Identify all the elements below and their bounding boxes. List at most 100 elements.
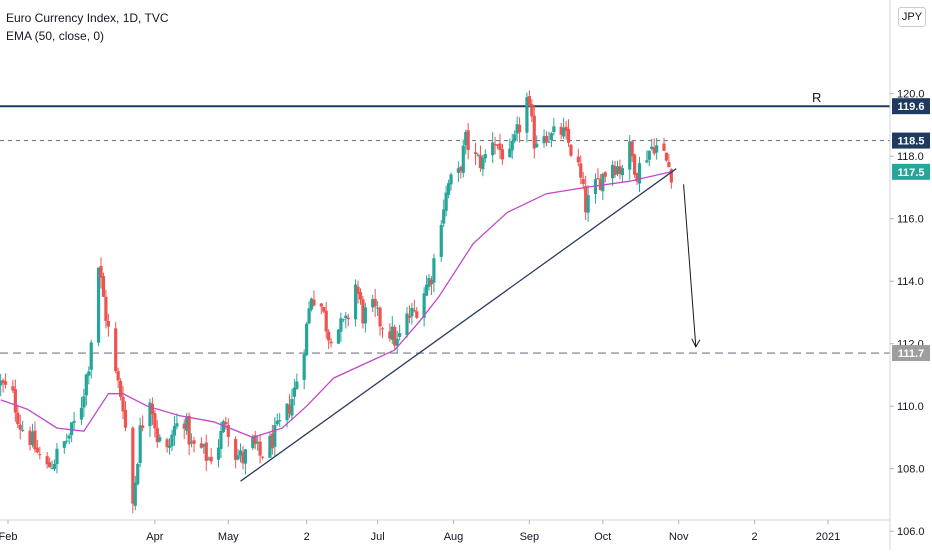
candle-body xyxy=(461,145,465,173)
candle-body xyxy=(346,317,350,320)
candle-body xyxy=(586,195,590,213)
candle-body xyxy=(275,420,279,425)
candle-body xyxy=(243,449,248,464)
candle-body xyxy=(459,166,463,172)
candle-body xyxy=(101,275,106,297)
candle-body xyxy=(30,432,35,446)
candle-body xyxy=(427,278,431,287)
candle-body xyxy=(305,323,309,356)
candle-body xyxy=(285,403,289,421)
chart-legend: Euro Currency Index, 1D, TVC EMA (50, cl… xyxy=(6,9,169,45)
candle-body xyxy=(96,267,101,343)
candle-body xyxy=(633,154,637,175)
candle-body xyxy=(544,136,549,143)
candle-body xyxy=(669,169,673,183)
candle-body xyxy=(532,115,536,149)
candle-body xyxy=(510,140,514,151)
candle-body xyxy=(476,154,480,156)
candle-body xyxy=(172,426,177,436)
candle-body xyxy=(11,386,15,391)
candle-body xyxy=(647,150,651,160)
forecast-arrow-line xyxy=(683,184,697,347)
candle-body xyxy=(508,148,512,158)
candle-body xyxy=(236,455,240,460)
currency-badge[interactable]: JPY xyxy=(898,7,926,27)
candle-body xyxy=(498,143,502,150)
candlesticks xyxy=(0,90,673,514)
candle-body xyxy=(155,428,159,443)
candle-body xyxy=(114,328,118,371)
candle-body xyxy=(637,163,642,184)
candle-body xyxy=(260,456,265,458)
candle-body xyxy=(185,417,189,431)
candle-body xyxy=(429,279,434,285)
candle-body xyxy=(13,389,17,413)
candle-body xyxy=(79,407,84,420)
candle-body xyxy=(478,155,483,169)
level-price-tag-bg xyxy=(892,98,930,115)
candle-body xyxy=(361,299,365,324)
candle-body xyxy=(118,381,123,397)
candle-body xyxy=(363,307,367,324)
candle-body xyxy=(444,192,448,211)
candle-body xyxy=(579,163,583,178)
candle-body xyxy=(562,127,566,137)
candle-body xyxy=(630,141,634,157)
candle-body xyxy=(290,399,294,416)
candle-body xyxy=(268,435,272,458)
candle-body xyxy=(165,439,169,448)
candle-body xyxy=(67,435,71,439)
candle-body xyxy=(104,296,108,321)
y-tick-label: 114.0 xyxy=(897,276,924,288)
candle-body xyxy=(662,143,666,151)
candle-body xyxy=(150,403,155,415)
candle-body xyxy=(136,463,140,485)
candle-body xyxy=(295,381,299,390)
level-price-tag-bg xyxy=(892,132,930,149)
candle-body xyxy=(99,266,103,278)
candle-body xyxy=(256,441,260,444)
candle-body xyxy=(219,430,223,449)
level-price-tag: 111.7 xyxy=(898,348,924,360)
level-price-tag: 119.6 xyxy=(898,101,925,113)
candle-body xyxy=(209,456,213,462)
candle-body xyxy=(547,141,551,143)
candle-body xyxy=(278,420,282,422)
x-tick-label: 2 xyxy=(304,531,310,543)
candle-body xyxy=(273,424,277,447)
candle-body xyxy=(216,447,221,460)
candle-body xyxy=(170,434,174,447)
candle-body xyxy=(253,435,257,445)
candle-body xyxy=(500,149,505,160)
candle-body xyxy=(141,425,145,428)
candle-body xyxy=(167,445,172,448)
candle-body xyxy=(187,415,191,445)
candle-body xyxy=(517,124,522,133)
candle-body xyxy=(339,318,343,332)
candle-body xyxy=(466,130,470,150)
candle-body xyxy=(226,425,230,437)
resistance-label: R xyxy=(812,90,821,105)
candle-body xyxy=(3,381,8,385)
candle-body xyxy=(645,160,649,163)
y-tick-label: 108.0 xyxy=(897,464,925,476)
candle-body xyxy=(324,310,328,332)
candle-body xyxy=(199,443,203,448)
candle-body xyxy=(515,124,519,134)
candle-body xyxy=(70,422,74,436)
candle-body xyxy=(221,421,226,433)
candle-body xyxy=(202,444,206,447)
candle-body xyxy=(424,284,429,296)
candle-body xyxy=(491,142,495,156)
ema-50-line xyxy=(0,171,672,439)
level-price-tag-bg xyxy=(892,345,930,362)
x-tick-label: Sep xyxy=(520,531,540,543)
candle-body xyxy=(322,306,326,312)
x-tick-label: 2 xyxy=(752,531,758,543)
candle-body xyxy=(415,311,419,318)
candle-body xyxy=(292,387,296,397)
candle-body xyxy=(432,258,436,283)
candle-body xyxy=(527,96,531,105)
